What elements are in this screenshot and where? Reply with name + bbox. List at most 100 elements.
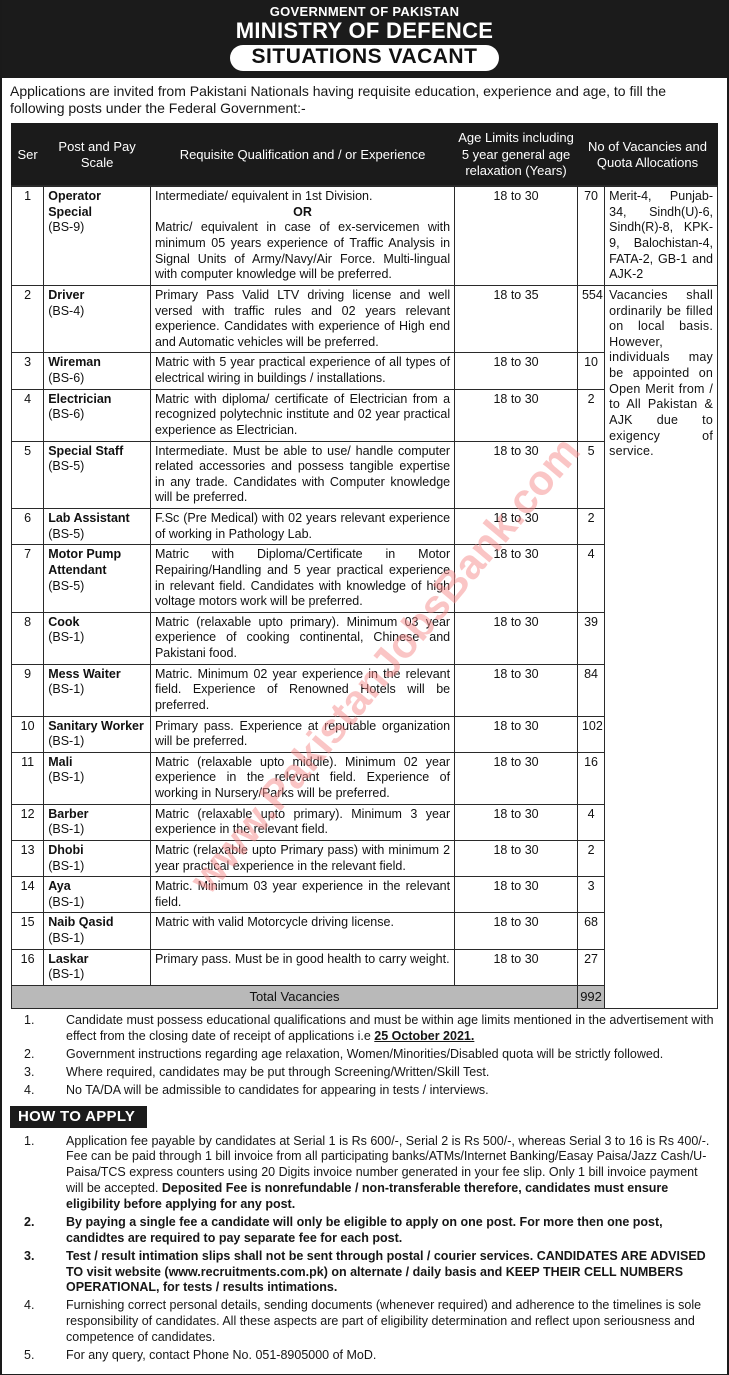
post-name: Special Staff [48, 443, 124, 458]
qualification-cell: Primary pass. Must be in good health to … [149, 948, 456, 986]
post-cell: Cook (BS-1) [43, 611, 151, 665]
table-row: 10 Sanitary Worker (BS-1) Primary pass. Exp… [10, 715, 718, 753]
qualification-text-2: Matric/ equivalent in case of ex-service… [154, 220, 451, 282]
list-item: 3. Where required, candidates may be put … [12, 1065, 717, 1081]
ministry-title: MINISTRY OF DEFENCE [235, 18, 494, 43]
list-item-number: 1. [24, 1013, 35, 1028]
qualification-text: Intermediate. Must be able to use/ handl… [154, 443, 451, 505]
serial-cell: 3 [10, 352, 45, 390]
age-limit-cell: 18 to 30 [454, 544, 578, 613]
post-name: Barber [48, 806, 89, 821]
age-limit-cell: 18 to 30 [454, 185, 578, 286]
vacancy-count-cell: 4 [576, 803, 606, 841]
post-name: Dhobi [48, 842, 84, 857]
serial-cell: 5 [10, 440, 45, 510]
table-row: 9 Mess Waiter (BS-1) Matric. Minimum 02 yea… [10, 663, 718, 717]
total-vacancies-label: Total Vacancies [11, 984, 578, 1010]
list-item-number: 4. [24, 1082, 35, 1097]
post-cell: Electrician (BS-6) [43, 388, 151, 442]
list-item-text: Where required, candidates may be put th… [66, 1064, 490, 1079]
serial-cell: 6 [10, 508, 45, 546]
list-item: 1. Candidate must possess educational qua… [12, 1013, 717, 1045]
list-item: 4. No TA/DA will be admissible to candida… [12, 1083, 717, 1099]
list-item: 2. Government instructions regarding age … [12, 1047, 717, 1063]
vacancy-count-cell: 102 [576, 715, 606, 753]
post-cell: Mali (BS-1) [43, 751, 151, 805]
age-limit-cell: 18 to 30 [454, 352, 578, 390]
post-pay-scale: (BS-1) [48, 822, 85, 837]
vacancy-count-cell: 3 [576, 876, 606, 914]
post-pay-scale: (BS-1) [48, 734, 85, 749]
qualification-cell: Matric. Minimum 03 year experience in th… [149, 876, 456, 914]
vacancy-count-cell: 68 [576, 912, 606, 950]
vacancy-count-cell: 39 [576, 611, 606, 665]
serial-cell: 2 [10, 284, 45, 354]
qualification-cell: Primary Pass Valid LTV driving license a… [149, 284, 456, 354]
post-pay-scale: (BS-1) [48, 770, 85, 785]
vacancy-count-cell: 27 [576, 948, 606, 986]
post-cell: Dhobi (BS-1) [43, 839, 151, 878]
list-item-text: By paying a single fee a candidate will … [66, 1214, 663, 1245]
age-limit-cell: 18 to 30 [454, 663, 578, 717]
table-row: 12 Barber (BS-1) Matric (relaxable upto pri… [10, 803, 718, 841]
post-cell: Laskar (BS-1) [43, 948, 151, 986]
col-header-vacancies: No of Vacancies and Quota Allocations [576, 123, 719, 188]
post-pay-scale: (BS-9) [48, 220, 85, 235]
qualification-cell: Intermediate. Must be able to use/ handl… [149, 440, 456, 510]
table-row: 4 Electrician (BS-6) Matric with diploma/ c… [10, 388, 718, 442]
qualification-text: Matric. Minimum 02 year experience in th… [154, 666, 451, 712]
age-limit-cell: 18 to 30 [454, 751, 578, 805]
serial-cell: 4 [10, 388, 45, 442]
serial-cell: 8 [10, 611, 45, 665]
age-limit-cell: 18 to 30 [454, 948, 578, 986]
table-row: 5 Special Staff (BS-5) Intermediate. Must b… [10, 440, 718, 510]
situations-vacant-banner: SITUATIONS VACANT [229, 45, 500, 72]
quota-merged-cell: Vacancies shall ordinarily be filled on … [604, 284, 718, 1010]
post-pay-scale: (BS-4) [48, 303, 85, 318]
table-row: 16 Laskar (BS-1) Primary pass. Must be in g… [10, 948, 718, 986]
vacancy-count-cell: 16 [576, 751, 606, 805]
vacancy-table: Ser Post and Pay Scale Requisite Qualifi… [10, 123, 719, 1010]
qualification-cell: Matric (relaxable upto middle). Minimum … [149, 751, 456, 805]
table-row: 14 Aya (BS-1) Matric. Minimum 03 year exper… [10, 876, 718, 914]
post-cell: Motor Pump Attendant (BS-5) [43, 544, 151, 613]
vacancy-count-cell: 5 [576, 440, 606, 510]
total-vacancies-value: 992 [576, 984, 606, 1010]
post-name: Wireman [48, 355, 101, 370]
age-limit-cell: 18 to 30 [454, 912, 578, 950]
how-to-apply-heading: HOW TO APPLY [10, 1105, 148, 1128]
government-title: GOVERNMENT OF PAKISTAN [269, 4, 460, 19]
age-limit-cell: 18 to 30 [454, 611, 578, 665]
quota-cell-row1: Merit-4, Punjab-34, Sindh(U)-6, Sindh(R)… [604, 185, 718, 286]
list-item-number: 2. [24, 1046, 35, 1061]
col-header-post: Post and Pay Scale [43, 123, 151, 188]
qualification-cell: Matric (relaxable upto primary). Minimum… [149, 803, 456, 841]
age-limit-cell: 18 to 30 [454, 440, 578, 510]
qualification-text: Matric (relaxable upto middle). Minimum … [154, 754, 451, 801]
post-name: Lab Assistant [48, 511, 130, 526]
post-cell: Naib Qasid (BS-1) [43, 912, 151, 950]
table-row: 13 Dhobi (BS-1) Matric (relaxable upto Prim… [10, 839, 718, 878]
qualification-cell: Matric with diploma/ certificate of Elec… [149, 388, 456, 442]
post-pay-scale: (BS-1) [48, 858, 85, 873]
qualification-text: Matric with Diploma/Certificate in Motor… [154, 547, 451, 609]
post-pay-scale: (BS-5) [48, 578, 85, 593]
list-item-text: Government instructions regarding age re… [66, 1046, 664, 1061]
list-item: 1. Application fee payable by candidates … [12, 1134, 717, 1213]
serial-cell: 16 [10, 948, 45, 986]
serial-cell: 10 [10, 715, 45, 753]
list-item-number: 1. [24, 1133, 35, 1148]
list-item: 4. Furnishing correct personal details, s… [12, 1298, 717, 1346]
age-limit-cell: 18 to 30 [454, 508, 578, 546]
vacancy-count-cell: 84 [576, 663, 606, 717]
intro-paragraph: Applications are invited from Pakistani … [10, 83, 667, 117]
notes-list: 1. Candidate must possess educational qua… [2, 1009, 727, 1102]
age-limit-cell: 18 to 35 [454, 284, 578, 354]
list-item-text: Candidate must possess educational quali… [66, 1013, 714, 1044]
list-item-number: 3. [24, 1064, 35, 1079]
serial-cell: 15 [10, 912, 45, 950]
qualification-text: Primary Pass Valid LTV driving license a… [154, 287, 451, 349]
list-item-number: 2. [24, 1214, 35, 1229]
qualification-text: Intermediate/ equivalent in 1st Division… [154, 189, 373, 204]
post-name: Mali [48, 754, 73, 769]
